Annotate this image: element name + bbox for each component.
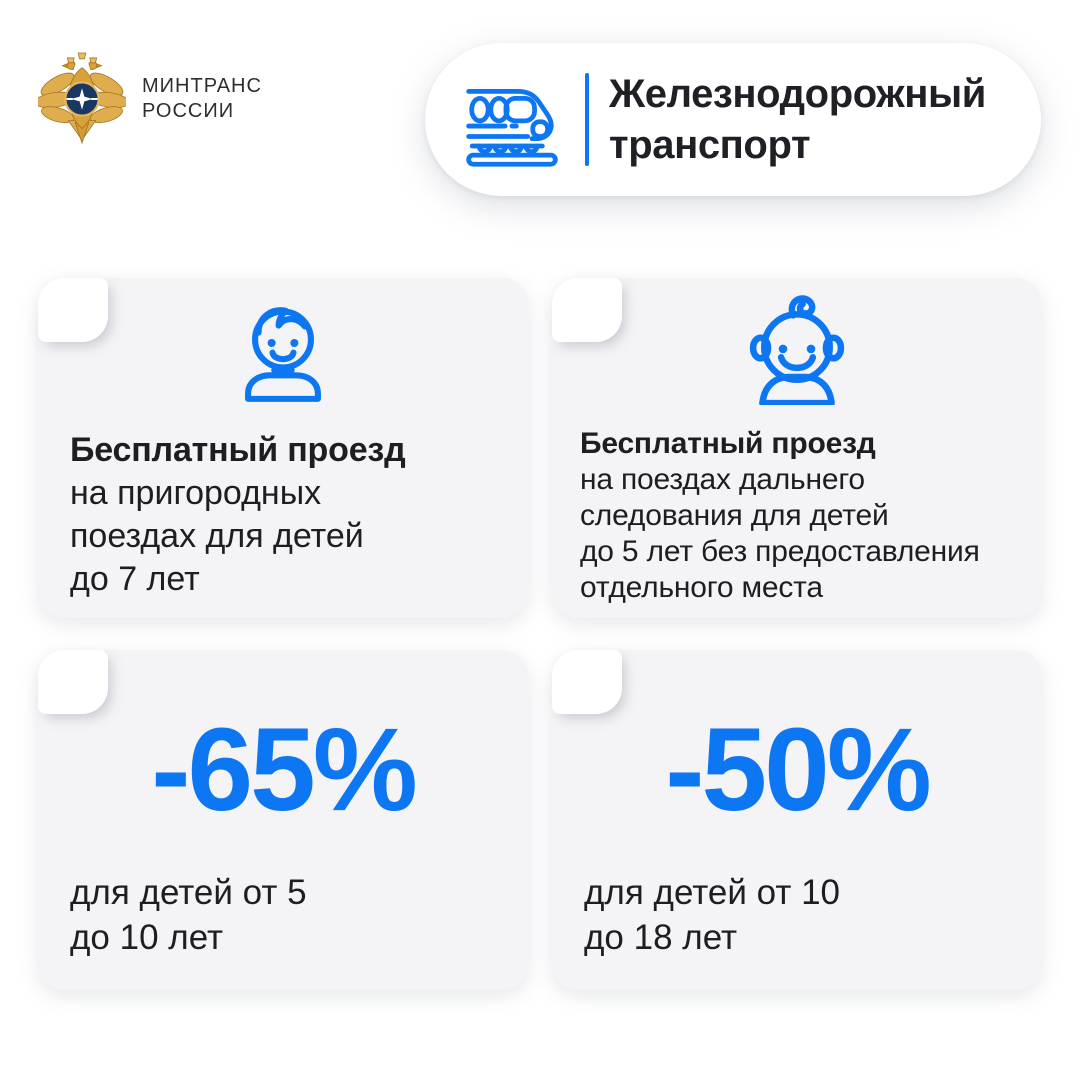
- baby-icon: [749, 295, 845, 405]
- mintrans-logo: МИНТРАНС РОССИИ: [38, 50, 262, 148]
- pill-divider: [585, 73, 589, 166]
- card-corner-notch: [38, 278, 108, 342]
- card-line: на пригородных: [70, 474, 322, 512]
- mintrans-eagle-emblem-icon: [38, 52, 126, 145]
- card-title: Бесплатный проезд: [70, 431, 406, 469]
- card-corner-notch: [552, 278, 622, 342]
- mintrans-logo-text: МИНТРАНС РОССИИ: [142, 74, 262, 124]
- boy-icon: [245, 307, 321, 402]
- card-line: на поездах дальнего: [580, 463, 865, 496]
- discount-value: -65%: [151, 704, 417, 836]
- card-text: Бесплатный проезд на поездах дальнего сл…: [552, 426, 1042, 606]
- card-line: до 18 лет: [584, 918, 738, 957]
- card-discount-50: -50% для детей от 10 до 18 лет: [552, 650, 1042, 990]
- logo-line-2: РОССИИ: [142, 100, 235, 122]
- card-line: отдельного места: [580, 571, 823, 604]
- section-title: Железнодорожный транспорт: [609, 69, 986, 171]
- train-icon: [466, 88, 558, 167]
- card-line: до 5 лет без предоставления: [580, 535, 980, 568]
- card-title: Бесплатный проезд: [580, 427, 876, 460]
- card-line: поездах для детей: [70, 517, 364, 555]
- logo-line-1: МИНТРАНС: [142, 75, 262, 97]
- card-line: следования для детей: [580, 499, 889, 532]
- card-free-suburban: Бесплатный проезд на пригородных поездах…: [38, 278, 528, 618]
- section-title-line-1: Железнодорожный: [609, 71, 986, 116]
- card-free-long-distance: Бесплатный проезд на поездах дальнего сл…: [552, 278, 1042, 618]
- section-title-line-2: транспорт: [609, 122, 811, 167]
- discount-value: -50%: [665, 704, 931, 836]
- card-corner-notch: [552, 650, 622, 714]
- card-line: до 7 лет: [70, 560, 200, 598]
- section-title-pill: Железнодорожный транспорт: [425, 43, 1041, 196]
- card-text: для детей от 10 до 18 лет: [552, 870, 1042, 960]
- card-line: для детей от 10: [584, 873, 841, 912]
- card-text: для детей от 5 до 10 лет: [38, 870, 528, 960]
- card-discount-65: -65% для детей от 5 до 10 лет: [38, 650, 528, 990]
- card-corner-notch: [38, 650, 108, 714]
- card-line: до 10 лет: [70, 918, 224, 957]
- card-line: для детей от 5: [70, 873, 307, 912]
- card-text: Бесплатный проезд на пригородных поездах…: [38, 429, 528, 601]
